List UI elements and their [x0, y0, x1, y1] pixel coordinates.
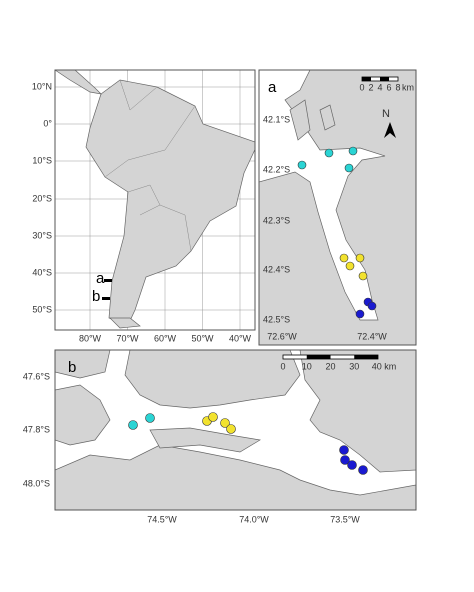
- sites-a: [297, 146, 377, 319]
- y-tick-label: 10°N: [32, 81, 52, 91]
- y-tick-label: 47.8°S: [23, 424, 50, 434]
- panel-a-map: [259, 70, 416, 345]
- scale-label: 10: [302, 361, 312, 371]
- x-tick-label: 74.5°W: [147, 514, 177, 524]
- scale-label: 4: [377, 82, 382, 92]
- scale-label: 2: [368, 82, 373, 92]
- y-tick-label: 50°S: [32, 304, 52, 314]
- scale-bar: [282, 354, 379, 360]
- y-tick-label: 42.5°S: [263, 314, 290, 324]
- scale-label: 0: [359, 82, 364, 92]
- x-tick-label: 80°W: [79, 333, 102, 343]
- scale-label: 30: [349, 361, 359, 371]
- panel-label: b: [68, 359, 76, 376]
- y-tick-label: 10°S: [32, 155, 52, 165]
- overview-map: [55, 70, 255, 330]
- north-label: N: [382, 108, 390, 120]
- scale-label: 0: [280, 361, 285, 371]
- scale-label: 40 km: [372, 361, 397, 371]
- y-tick-label: 47.6°S: [23, 371, 50, 381]
- sites-b: [128, 412, 368, 475]
- marker-b: b: [92, 288, 100, 305]
- x-tick-label: 50°W: [191, 333, 214, 343]
- panel-b-frame: [54, 349, 417, 511]
- x-tick-label: 73.5°W: [330, 514, 360, 524]
- x-tick-label: 70°W: [116, 333, 139, 343]
- x-tick-label: 60°W: [154, 333, 177, 343]
- y-tick-label: 42.1°S: [263, 114, 290, 124]
- x-tick-label: 40°W: [229, 333, 252, 343]
- y-tick-label: 20°S: [32, 193, 52, 203]
- scale-label: 20: [325, 361, 335, 371]
- scale-bar: [361, 76, 399, 82]
- marker-a: a: [96, 270, 105, 287]
- y-tick-label: 40°S: [32, 267, 52, 277]
- x-tick-label: 74.0°W: [239, 514, 269, 524]
- panel-a-frame: [258, 69, 417, 346]
- scale-label: 8: [395, 82, 400, 92]
- y-tick-label: 42.4°S: [263, 264, 290, 274]
- x-tick-label: 72.6°W: [267, 331, 297, 341]
- scale-label: km: [402, 82, 414, 92]
- x-tick-label: 72.4°W: [357, 331, 387, 341]
- panel-label: a: [268, 79, 277, 96]
- overview-frame: [54, 69, 256, 331]
- y-tick-label: 42.3°S: [263, 215, 290, 225]
- y-tick-label: 30°S: [32, 230, 52, 240]
- y-tick-label: 0°: [43, 118, 52, 128]
- scale-label: 6: [386, 82, 391, 92]
- y-tick-label: 48.0°S: [23, 478, 50, 488]
- y-tick-label: 42.2°S: [263, 164, 290, 174]
- north-arrow: [384, 122, 396, 138]
